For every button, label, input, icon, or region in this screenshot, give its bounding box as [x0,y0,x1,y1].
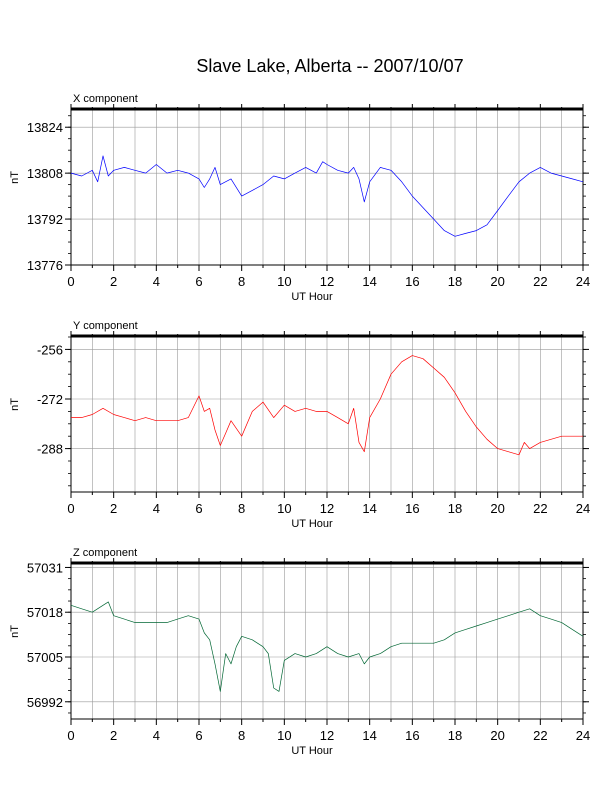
x-tick-label: 6 [195,501,202,516]
x-tick-label: 14 [362,501,376,516]
y-axis-label: nT [9,171,21,184]
x-tick-label: 2 [110,501,117,516]
x-tick-label: 14 [362,728,376,743]
x-tick-label: 18 [448,274,462,289]
y-tick-label: 57005 [27,650,63,665]
series-line-1 [70,155,584,237]
x-tick-label: 12 [320,274,334,289]
y-tick-label: 13808 [27,166,63,181]
y-tick-label: 13792 [27,212,63,227]
series-line-2 [71,355,583,456]
y-tick-label: 57031 [27,560,63,575]
x-tick-label: 8 [238,728,245,743]
plot-frame [70,109,584,266]
series-line-3 [70,601,584,692]
x-tick-label: 2 [110,728,117,743]
y-tick-label: 57018 [27,605,63,620]
x-tick-label: 16 [405,501,419,516]
x-tick-label: 10 [277,274,291,289]
y-tick-label: -272 [37,392,63,407]
x-tick-label: 0 [67,728,74,743]
y-axis-label: nT [9,398,21,411]
y-tick-label: -288 [37,442,63,457]
y-tick-label: 13776 [27,258,63,273]
x-tick-label: 8 [238,501,245,516]
x-tick-label: 0 [67,501,74,516]
y-axis-label: nT [9,625,21,638]
x-tick-label: 0 [67,274,74,289]
x-axis-label: UT Hour [291,291,333,303]
x-tick-label: 6 [195,274,202,289]
x-tick-label: 4 [153,501,160,516]
x-tick-label: 22 [533,501,547,516]
panel-title: X component [73,93,138,105]
x-tick-label: 8 [238,274,245,289]
x-tick-label: 12 [320,501,334,516]
x-tick-label: 20 [490,274,504,289]
x-tick-label: 22 [533,728,547,743]
x-tick-label: 20 [490,728,504,743]
y-tick-label: -256 [37,342,63,357]
y-tick-label: 56992 [27,695,63,710]
x-tick-label: 16 [405,274,419,289]
panel-title: Z component [73,547,137,559]
x-tick-label: 16 [405,728,419,743]
x-tick-label: 4 [153,728,160,743]
x-tick-label: 4 [153,274,160,289]
x-tick-label: 24 [576,274,590,289]
page-title: Slave Lake, Alberta -- 2007/10/07 [196,56,464,76]
x-tick-label: 18 [448,501,462,516]
x-tick-label: 18 [448,728,462,743]
x-tick-label: 24 [576,501,590,516]
plot-frame [70,336,584,493]
panel-title: Y component [73,320,138,332]
x-tick-label: 24 [576,728,590,743]
x-tick-label: 22 [533,274,547,289]
plot-frame [70,563,584,720]
y-tick-label: 13824 [27,120,63,135]
x-tick-label: 10 [277,728,291,743]
x-axis-label: UT Hour [291,745,333,757]
x-tick-label: 6 [195,728,202,743]
x-tick-label: 12 [320,728,334,743]
x-tick-label: 2 [110,274,117,289]
x-tick-label: 20 [490,501,504,516]
x-tick-label: 14 [362,274,376,289]
x-axis-label: UT Hour [291,518,333,530]
x-tick-label: 10 [277,501,291,516]
